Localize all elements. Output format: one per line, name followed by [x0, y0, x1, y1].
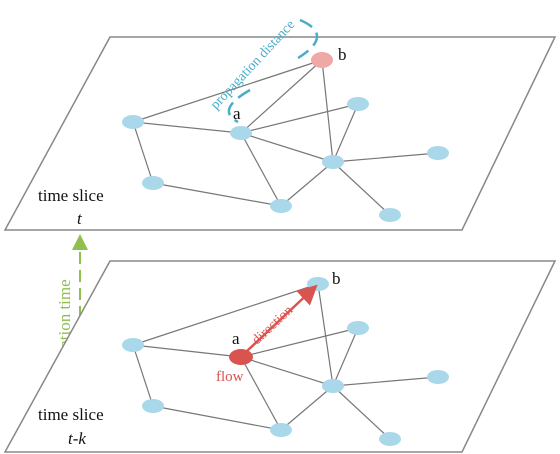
slice-label: time slice: [38, 405, 104, 424]
bottom-slice: direction b a flow time slice t-k: [3, 260, 557, 453]
nodes: [122, 277, 449, 446]
nodes: [122, 52, 449, 222]
node-label: a: [233, 104, 241, 123]
node-label: b: [338, 45, 347, 64]
node-note: flow: [216, 369, 244, 385]
node-label: a: [232, 329, 240, 348]
node-label: b: [332, 269, 341, 288]
slice-label: time slice: [38, 186, 104, 205]
edges: [132, 59, 439, 216]
top-slice: propagation distance b a time slice t: [3, 17, 557, 231]
direction-arrow: [246, 284, 318, 352]
distance-bracket: [227, 18, 319, 124]
time-label: t-k: [68, 429, 86, 448]
edges: [132, 283, 439, 440]
time-label: t: [77, 209, 83, 228]
